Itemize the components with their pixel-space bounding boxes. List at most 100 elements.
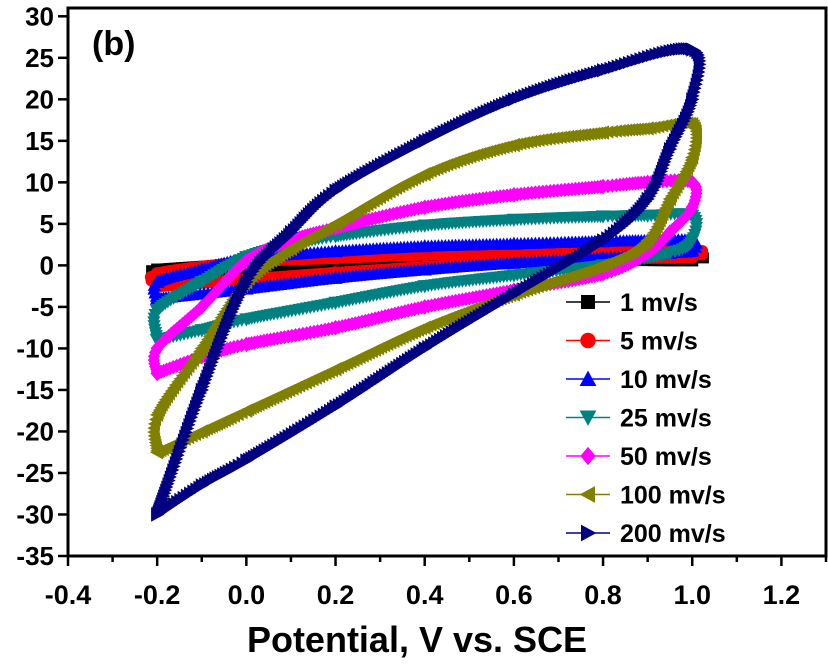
x-axis: -0.4 -0.2 0.0 0.2 0.4 0.6 0.8 1.0 1.2 xyxy=(45,556,828,610)
data-point xyxy=(149,305,165,319)
data-point xyxy=(418,133,432,149)
data-point xyxy=(417,166,431,182)
legend-item: 100 mv/s xyxy=(566,482,726,510)
y-tick-label: -25 xyxy=(16,458,54,488)
data-point xyxy=(240,274,254,290)
data-point xyxy=(418,199,432,216)
data-point xyxy=(506,213,522,227)
x-tick-label: -0.4 xyxy=(45,580,92,610)
y-tick-label: -30 xyxy=(16,499,54,529)
legend-marker xyxy=(579,486,595,503)
data-point xyxy=(283,241,297,256)
data-point xyxy=(640,121,654,136)
data-point xyxy=(239,253,253,270)
data-point xyxy=(195,382,209,398)
data-point xyxy=(597,63,611,78)
data-point xyxy=(328,319,343,336)
legend-item: 1 mv/s xyxy=(566,289,698,317)
y-tick-label: 25 xyxy=(25,43,54,73)
legend-label: 1 mv/s xyxy=(620,289,698,317)
data-point xyxy=(239,313,254,327)
legend-marker xyxy=(579,410,597,426)
legend-marker xyxy=(581,295,595,309)
data-point xyxy=(685,243,700,257)
legend-label: 5 mv/s xyxy=(620,328,698,356)
data-point xyxy=(506,137,520,153)
data-point xyxy=(685,174,699,191)
data-point xyxy=(685,117,699,132)
data-point xyxy=(417,219,432,233)
data-point xyxy=(417,320,431,335)
y-tick-label: -5 xyxy=(31,292,54,322)
data-point xyxy=(240,453,254,468)
data-point xyxy=(418,299,432,315)
data-point xyxy=(663,141,678,157)
legend-item: 25 mv/s xyxy=(566,405,712,433)
y-tick-label: -20 xyxy=(16,416,54,446)
data-point xyxy=(686,92,700,107)
data-point xyxy=(150,365,164,382)
data-point xyxy=(506,269,522,283)
data-point xyxy=(641,245,655,261)
legend-marker xyxy=(580,332,596,349)
legend-label: 100 mv/s xyxy=(620,482,726,510)
legend: 1 mv/s 5 mv/s 10 mv/s 25 mv/s 50 mv/s 100 mv/… xyxy=(566,289,726,548)
data-point xyxy=(149,445,164,460)
y-tick-label: -35 xyxy=(16,541,54,571)
legend-label: 50 mv/s xyxy=(620,443,712,471)
plot-area xyxy=(144,42,709,522)
data-point xyxy=(662,246,678,261)
y-axis: 30 25 20 15 10 5 0 -5 -10 -15 -20 -25 -30 -35 xyxy=(16,1,68,571)
legend-marker xyxy=(580,446,596,466)
data-point xyxy=(328,270,343,284)
legend-label: 25 mv/s xyxy=(620,405,712,433)
x-tick-label: 0.4 xyxy=(406,580,444,610)
data-point xyxy=(328,216,342,232)
legend-marker xyxy=(581,524,597,542)
data-point xyxy=(239,403,253,418)
y-tick-label: 0 xyxy=(40,250,54,280)
data-point xyxy=(417,262,432,276)
series-200-mv-s xyxy=(151,42,707,522)
data-point xyxy=(195,478,209,493)
x-tick-label: 1.2 xyxy=(763,580,801,610)
legend-item: 200 mv/s xyxy=(566,520,726,548)
y-tick-label: -10 xyxy=(16,333,54,363)
data-point xyxy=(686,42,700,57)
data-point xyxy=(507,187,521,203)
data-point xyxy=(663,224,677,240)
legend-label: 10 mv/s xyxy=(620,366,712,394)
data-point xyxy=(417,239,432,253)
data-point xyxy=(685,234,700,248)
data-point xyxy=(640,209,655,223)
data-point xyxy=(284,224,299,240)
data-point xyxy=(239,336,253,353)
data-point xyxy=(596,178,610,195)
data-point xyxy=(151,507,165,522)
data-point xyxy=(685,199,699,216)
y-tick-label: 5 xyxy=(40,209,54,239)
data-point xyxy=(194,341,208,356)
x-tick-label: 0.6 xyxy=(495,580,533,610)
y-tick-label: 10 xyxy=(25,167,54,197)
data-point xyxy=(597,233,611,248)
data-point xyxy=(640,233,654,248)
data-point xyxy=(506,255,522,269)
legend-item: 10 mv/s xyxy=(566,366,712,394)
x-tick-label: 0.2 xyxy=(317,580,355,610)
data-point xyxy=(194,276,209,290)
y-tick-label: -15 xyxy=(16,375,54,405)
data-point xyxy=(418,341,432,356)
data-point xyxy=(662,191,676,207)
data-point xyxy=(595,210,611,224)
x-axis-label: Potential, V vs. SCE xyxy=(247,619,587,660)
data-point xyxy=(328,244,343,258)
data-point xyxy=(595,125,610,140)
data-point xyxy=(194,424,208,439)
data-point xyxy=(507,287,522,302)
data-point xyxy=(328,361,342,377)
data-point xyxy=(150,340,164,357)
data-point xyxy=(685,150,699,165)
legend-marker xyxy=(579,370,597,386)
